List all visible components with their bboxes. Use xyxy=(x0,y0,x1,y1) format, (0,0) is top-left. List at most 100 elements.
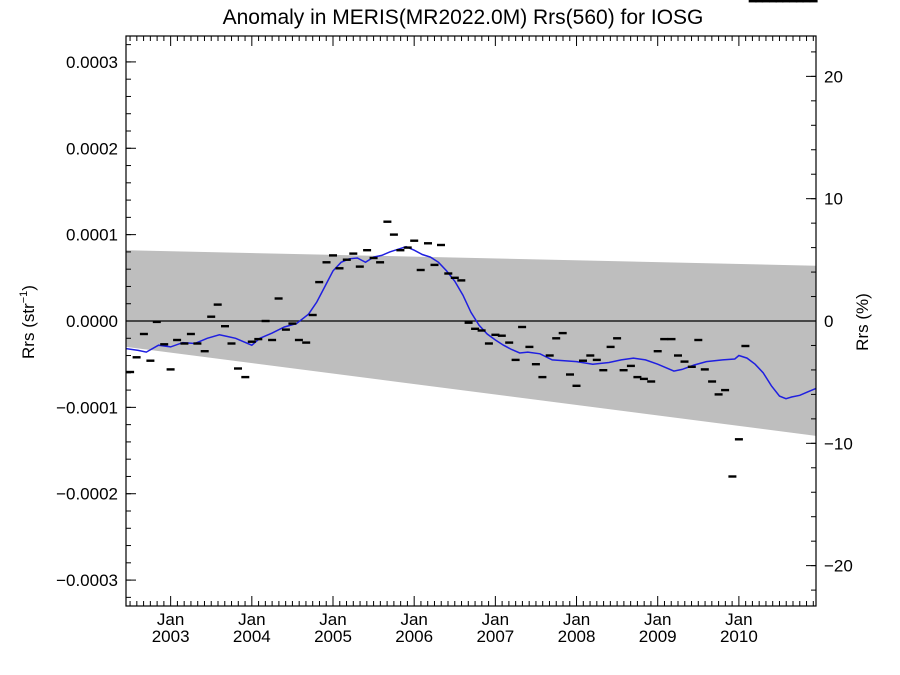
data-point xyxy=(173,338,182,342)
data-point xyxy=(349,252,358,255)
data-point xyxy=(639,377,648,381)
chart-title: Anomaly in MERIS(MR2022.0M) Rrs(560) for… xyxy=(223,6,704,29)
data-point xyxy=(464,321,473,324)
data-point xyxy=(363,249,372,252)
data-point xyxy=(708,380,717,383)
y-tick-label: 0.0002 xyxy=(66,139,118,158)
data-point xyxy=(545,354,554,357)
data-point xyxy=(132,356,141,359)
x-tick-year-label: 2006 xyxy=(395,627,433,646)
data-point xyxy=(166,368,175,371)
data-point xyxy=(572,384,581,387)
x-tick-year-label: 2005 xyxy=(314,627,352,646)
data-point xyxy=(653,350,662,353)
y-tick-label: −0.0003 xyxy=(56,571,118,590)
data-point xyxy=(741,344,750,348)
data-point xyxy=(667,337,676,341)
data-point xyxy=(531,363,540,366)
data-point xyxy=(160,343,169,346)
data-point xyxy=(714,393,723,396)
data-point xyxy=(775,0,784,3)
left-axis-label-close: ) xyxy=(19,285,38,291)
x-tick-year-label: 2010 xyxy=(720,627,758,646)
data-point xyxy=(728,475,737,478)
data-point xyxy=(383,220,392,223)
monthly-points-layer xyxy=(126,0,818,478)
data-point xyxy=(180,342,189,345)
data-point xyxy=(566,373,574,376)
data-point xyxy=(213,303,222,306)
data-point xyxy=(552,337,561,340)
data-point xyxy=(809,0,818,3)
data-point xyxy=(268,338,277,342)
x-tick-month-label: Jan xyxy=(482,610,509,629)
data-point xyxy=(424,242,432,245)
x-tick-year-label: 2008 xyxy=(558,627,596,646)
y2-tick-label: 20 xyxy=(824,67,843,86)
y2-tick-label: 0 xyxy=(824,312,833,331)
left-axis-label-superscript: −1 xyxy=(18,291,30,304)
data-point xyxy=(227,342,236,345)
data-point xyxy=(261,319,270,323)
data-point xyxy=(505,341,514,344)
data-point xyxy=(355,265,364,268)
data-point xyxy=(511,358,520,362)
data-point xyxy=(558,331,567,335)
x-tick-year-label: 2004 xyxy=(233,627,271,646)
data-point xyxy=(308,313,317,317)
x-tick-month-label: Jan xyxy=(563,610,590,629)
data-point xyxy=(294,338,303,342)
x-tick-month-label: Jan xyxy=(725,610,752,629)
data-point xyxy=(599,369,608,372)
data-point xyxy=(329,254,337,257)
data-point xyxy=(342,258,351,261)
data-point xyxy=(376,261,385,264)
x-tick-month-label: Jan xyxy=(644,610,671,629)
x-tick-month-label: Jan xyxy=(238,610,265,629)
data-point xyxy=(369,256,378,260)
data-point xyxy=(410,239,419,242)
data-point xyxy=(721,388,730,392)
data-point xyxy=(687,365,696,368)
axes-layer: 0.0003 0.0002 0.0001 0.0000 −0.0001 −0.0002 −0… xyxy=(56,35,853,646)
data-point xyxy=(302,341,311,344)
data-point xyxy=(748,0,757,3)
data-point xyxy=(389,233,398,236)
data-point xyxy=(471,327,480,330)
data-point xyxy=(403,246,412,249)
y2-tick-label: −20 xyxy=(824,557,853,576)
data-point xyxy=(680,360,689,363)
data-point xyxy=(416,268,425,272)
data-point xyxy=(241,375,250,379)
x-tick-month-label: Jan xyxy=(319,610,346,629)
data-point xyxy=(491,333,500,336)
data-point xyxy=(579,359,587,362)
data-point xyxy=(694,338,703,342)
y-tick-label: 0.0001 xyxy=(66,226,118,245)
data-point xyxy=(450,276,459,279)
smoothed-anomaly-line xyxy=(125,245,817,400)
x-tick-year-label: 2007 xyxy=(476,627,514,646)
data-point xyxy=(126,370,135,374)
data-point xyxy=(139,332,148,336)
data-point xyxy=(457,279,466,282)
data-point xyxy=(477,329,486,332)
data-point xyxy=(802,0,811,3)
data-point xyxy=(782,0,790,3)
data-point xyxy=(497,334,506,337)
data-point xyxy=(647,380,656,383)
data-point xyxy=(538,375,547,379)
data-point xyxy=(146,359,155,362)
data-point xyxy=(430,263,439,267)
x-tick-month-label: Jan xyxy=(157,610,184,629)
x-tick-month-label: Jan xyxy=(400,610,427,629)
data-point xyxy=(288,322,297,325)
y-tick-label: −0.0002 xyxy=(56,485,118,504)
x-tick-year-label: 2003 xyxy=(152,627,190,646)
data-point xyxy=(396,249,405,252)
data-point xyxy=(755,0,764,3)
data-point xyxy=(152,320,161,324)
data-point xyxy=(613,337,622,340)
data-point xyxy=(789,0,798,3)
